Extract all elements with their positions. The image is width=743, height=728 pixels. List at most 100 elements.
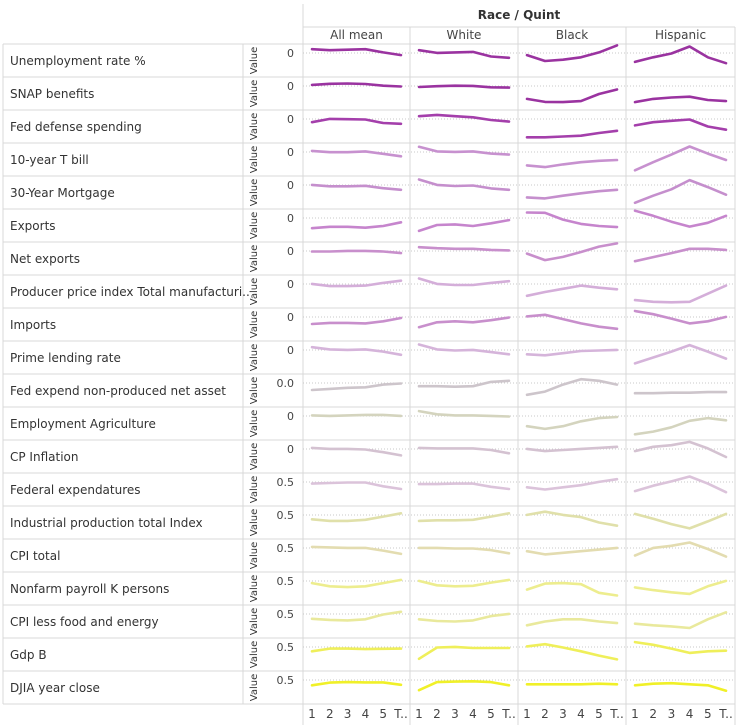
y-tick-label: 0 (287, 245, 294, 258)
series-line-employment-agriculture-all-mean (310, 413, 403, 418)
y-axis-label: Value (249, 608, 260, 635)
series-line-10-year-t-bill-black (525, 158, 619, 169)
row-label-30-year-mortgage: 30-Year Mortgage (10, 186, 115, 200)
row-label-snap-benefits: SNAP benefits (10, 87, 94, 101)
y-tick-label: 0 (287, 410, 294, 423)
y-tick-label: 0 (287, 179, 294, 192)
y-axis-label: Value (249, 377, 260, 404)
row-label-federal-expendatures: Federal expendatures (10, 483, 141, 497)
y-tick-label: 0 (287, 344, 294, 357)
x-tick-label: 1 (523, 707, 531, 721)
series-line-fed-defense-spending-black (525, 129, 619, 139)
series-line-net-exports-white (417, 245, 511, 252)
x-tick-label: 2 (541, 707, 549, 721)
row-label-gdp-b: Gdp B (10, 648, 47, 662)
y-axis-label: Value (249, 245, 260, 272)
y-tick-label: 0 (287, 311, 294, 324)
x-tick-label: T.. (718, 707, 733, 721)
series-line-djia-year-close-white (417, 679, 511, 692)
series-line-djia-year-close-all-mean (310, 680, 403, 687)
row-label-employment-agriculture: Employment Agriculture (10, 417, 156, 431)
series-line-10-year-t-bill-hispanic (633, 145, 728, 172)
x-tick-label: 4 (686, 707, 694, 721)
y-axis-label: Value (249, 443, 260, 470)
series-line-employment-agriculture-hispanic (633, 416, 728, 436)
series-line-exports-black (525, 211, 619, 229)
series-line-imports-all-mean (310, 316, 403, 326)
series-line-fed-expend-non-produced-net-asset-hispanic (633, 390, 728, 395)
series-line-djia-year-close-hispanic (633, 681, 728, 693)
row-label-cp-inflation: CP Inflation (10, 450, 78, 464)
series-line-federal-expendatures-hispanic (633, 475, 728, 494)
row-label-exports: Exports (10, 219, 56, 233)
x-tick-label: 5 (379, 707, 387, 721)
series-line-producer-price-index-total-manufacturi-all-mean (310, 279, 403, 288)
row-label-prime-lending-rate: Prime lending rate (10, 351, 121, 365)
x-tick-label: T.. (393, 707, 408, 721)
x-tick-label: 5 (704, 707, 712, 721)
y-axis-label: Value (249, 641, 260, 668)
series-line-prime-lending-rate-all-mean (310, 345, 403, 357)
series-line-fed-defense-spending-hispanic (633, 118, 728, 131)
row-label-nonfarm-payroll-k-persons: Nonfarm payroll K persons (10, 582, 169, 596)
series-line-producer-price-index-total-manufacturi-black (525, 284, 619, 298)
series-line-fed-expend-non-produced-net-asset-black (525, 377, 619, 397)
series-line-unemployment-rate-hispanic (633, 45, 728, 65)
series-line-cpi-less-food-and-energy-hispanic (633, 610, 728, 630)
row-label-unemployment-rate: Unemployment rate % (10, 54, 146, 68)
y-tick-label: 0.5 (277, 608, 295, 621)
y-axis-label: Value (249, 47, 260, 74)
x-tick-label: 4 (362, 707, 370, 721)
x-tick-label: 4 (577, 707, 585, 721)
y-axis-label: Value (249, 146, 260, 173)
y-tick-label: 0 (287, 47, 294, 60)
series-line-unemployment-rate-white (417, 48, 511, 60)
y-tick-label: 0.5 (277, 575, 295, 588)
y-axis-label: Value (249, 476, 260, 503)
y-tick-label: 0 (287, 80, 294, 93)
row-label-10-year-t-bill: 10-year T bill (10, 153, 89, 167)
y-axis-label: Value (249, 542, 260, 569)
y-axis-label: Value (249, 278, 260, 305)
series-line-snap-benefits-black (525, 88, 619, 104)
y-tick-label: 0.5 (277, 542, 295, 555)
y-axis-label: Value (249, 575, 260, 602)
y-tick-label: 0.5 (277, 674, 295, 687)
y-tick-label: 0 (287, 278, 294, 291)
row-label-net-exports: Net exports (10, 252, 80, 266)
series-line-exports-hispanic (633, 209, 728, 228)
y-tick-label: 0 (287, 146, 294, 159)
y-tick-label: 0.0 (277, 377, 295, 390)
series-line-cpi-total-all-mean (310, 545, 403, 556)
row-label-fed-defense-spending: Fed defense spending (10, 120, 142, 134)
series-line-snap-benefits-white (417, 84, 511, 89)
series-line-30-year-mortgage-hispanic (633, 178, 728, 205)
y-axis-label: Value (249, 80, 260, 107)
y-axis-label: Value (249, 674, 260, 701)
y-axis-label: Value (249, 212, 260, 239)
series-line-gdp-b-all-mean (310, 647, 403, 653)
series-line-snap-benefits-hispanic (633, 95, 728, 104)
series-line-fed-defense-spending-all-mean (310, 117, 403, 126)
series-line-10-year-t-bill-all-mean (310, 149, 403, 158)
series-line-cpi-less-food-and-energy-white (417, 612, 511, 623)
series-line-net-exports-black (525, 242, 619, 262)
series-line-cp-inflation-hispanic (633, 440, 728, 459)
x-tick-label: 1 (631, 707, 639, 721)
x-tick-label: 2 (649, 707, 657, 721)
series-line-cpi-total-white (417, 546, 511, 555)
column-header-black: Black (556, 28, 589, 42)
series-line-cp-inflation-all-mean (310, 446, 403, 457)
series-line-exports-white (417, 218, 511, 233)
column-header-all-mean: All mean (330, 28, 383, 42)
series-line-producer-price-index-total-manufacturi-white (417, 277, 511, 287)
column-header-hispanic: Hispanic (655, 28, 706, 42)
x-tick-label: 5 (487, 707, 495, 721)
x-tick-label: 2 (326, 707, 334, 721)
row-label-cpi-less-food-and-energy: CPI less food and energy (10, 615, 159, 629)
series-line-10-year-t-bill-white (417, 145, 511, 156)
series-line-imports-hispanic (633, 309, 728, 325)
series-line-industrial-production-total-index-all-mean (310, 511, 403, 523)
row-label-industrial-production-total-index: Industrial production total Index (10, 516, 203, 530)
